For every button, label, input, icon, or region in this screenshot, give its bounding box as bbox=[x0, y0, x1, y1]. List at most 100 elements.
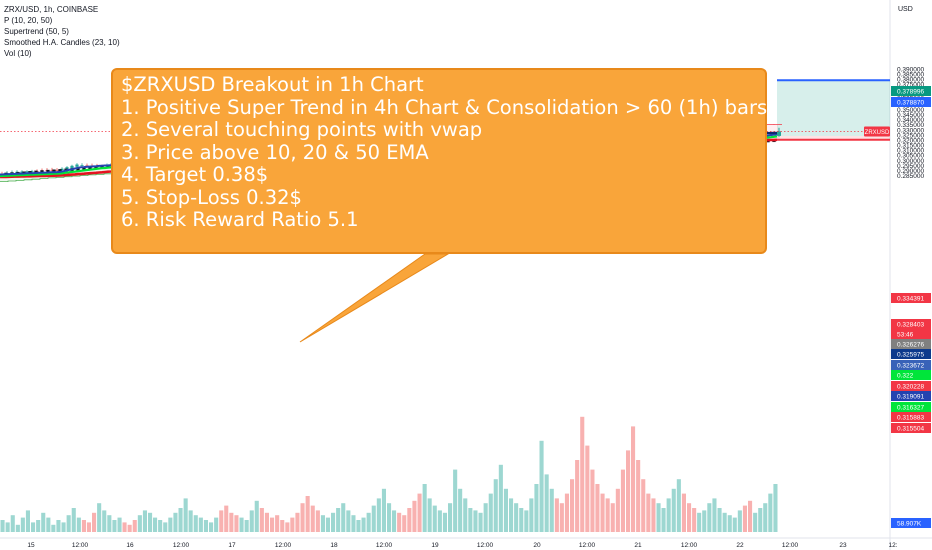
volume-bar bbox=[331, 512, 336, 532]
volume-bar bbox=[0, 520, 5, 532]
volume-bar bbox=[605, 498, 610, 532]
volume-bar bbox=[585, 445, 590, 532]
x-tick-label: 18 bbox=[330, 542, 338, 549]
volume-bar bbox=[5, 522, 10, 532]
volume-bar bbox=[20, 517, 25, 532]
candle-body bbox=[30, 171, 34, 172]
volume-bar bbox=[341, 503, 346, 532]
y-tick-label: 0.350000 bbox=[897, 107, 924, 114]
volume-bar bbox=[539, 440, 544, 532]
y-tick-label: 0.285000 bbox=[897, 173, 924, 180]
volume-bar bbox=[148, 512, 153, 532]
candle-body bbox=[50, 169, 54, 171]
price-label-bg bbox=[891, 360, 931, 370]
volume-bar bbox=[107, 515, 112, 532]
y-tick-label: 0.385000 bbox=[897, 72, 924, 79]
volume-bar bbox=[590, 469, 595, 532]
volume-bar bbox=[600, 493, 605, 532]
legend-indicator-ha-candles[interactable]: Smoothed H.A. Candles (23, 10) bbox=[4, 38, 120, 47]
x-tick-label: 20 bbox=[533, 542, 541, 549]
price-label-bg bbox=[891, 349, 931, 359]
volume-bar bbox=[183, 498, 188, 532]
price-label-text: 0.320228 bbox=[897, 384, 924, 391]
volume-bar bbox=[509, 498, 514, 532]
price-label-bg bbox=[891, 518, 931, 528]
volume-bar bbox=[234, 515, 239, 532]
x-tick-label: 12: bbox=[888, 542, 897, 549]
volume-bar bbox=[86, 522, 91, 532]
volume-bar bbox=[122, 522, 127, 532]
y-tick-label: 0.390000 bbox=[897, 66, 924, 73]
volume-bar bbox=[488, 493, 493, 532]
price-label-text: 58.907K bbox=[897, 521, 922, 528]
volume-bar bbox=[651, 498, 656, 532]
callout-line-1: 1. Positive Super Trend in 4h Chart & Co… bbox=[121, 95, 768, 119]
legend-indicator-supertrend[interactable]: Supertrend (50, 5) bbox=[4, 27, 69, 36]
currency-label: USD bbox=[898, 6, 913, 13]
volume-bar bbox=[25, 510, 30, 532]
volume-bar bbox=[503, 488, 508, 532]
volume-bar bbox=[422, 484, 427, 532]
volume-bar bbox=[417, 493, 422, 532]
volume-bar bbox=[559, 503, 564, 532]
volume-bar bbox=[722, 512, 727, 532]
volume-bar bbox=[687, 503, 692, 532]
callout-line-3: 3. Price above 10, 20 & 50 EMA bbox=[121, 140, 429, 164]
volume-bar bbox=[442, 512, 447, 532]
x-tick-label: 12:00 bbox=[376, 542, 393, 549]
volume-bar bbox=[387, 503, 392, 532]
volume-bar bbox=[270, 517, 275, 532]
x-tick-label: 19 bbox=[431, 542, 439, 549]
legend-symbol[interactable]: ZRX/USD, 1h, COINBASE bbox=[4, 5, 99, 14]
price-label-text: 0.328403 bbox=[897, 322, 924, 329]
volume-bar bbox=[453, 469, 458, 532]
x-tick-label: 12:00 bbox=[782, 542, 799, 549]
volume-bar bbox=[36, 520, 41, 532]
x-tick-label: 15 bbox=[27, 542, 35, 549]
legend-indicator-volume[interactable]: Vol (10) bbox=[4, 49, 32, 58]
price-label-bg bbox=[891, 319, 931, 329]
volume-bar bbox=[371, 505, 376, 532]
y-tick-label: 0.335000 bbox=[897, 122, 924, 129]
candle-body bbox=[60, 168, 64, 170]
volume-bar bbox=[290, 517, 295, 532]
volume-bar bbox=[41, 512, 46, 532]
volume-bar bbox=[188, 510, 193, 532]
volume-bar bbox=[356, 520, 361, 532]
volume-bar bbox=[758, 508, 763, 532]
y-tick-label: 0.305000 bbox=[897, 153, 924, 160]
volume-bar bbox=[285, 522, 290, 532]
volume-bar bbox=[112, 520, 117, 532]
y-tick-label: 0.290000 bbox=[897, 168, 924, 175]
volume-bar bbox=[310, 505, 315, 532]
price-label-text: 0.319091 bbox=[897, 394, 924, 401]
price-label-text: 53:46 bbox=[897, 332, 914, 339]
y-tick-label: 0.375000 bbox=[897, 82, 924, 89]
volume-bar bbox=[193, 515, 198, 532]
x-tick-label: 21 bbox=[634, 542, 642, 549]
volume-bar bbox=[361, 517, 366, 532]
price-label-text: 0.326276 bbox=[897, 342, 924, 349]
x-tick-label: 17 bbox=[228, 542, 236, 549]
x-tick-label: 12:00 bbox=[579, 542, 596, 549]
volume-bar bbox=[127, 524, 132, 532]
volume-bar bbox=[615, 488, 620, 532]
volume-bar bbox=[402, 515, 407, 532]
price-label-bg bbox=[891, 339, 931, 349]
volume-bar bbox=[483, 503, 488, 532]
price-label-text: 0.378870 bbox=[897, 100, 924, 107]
volume-bar bbox=[412, 500, 417, 532]
price-label-bg bbox=[891, 329, 931, 339]
volume-bar bbox=[473, 510, 478, 532]
candle-body bbox=[70, 165, 74, 169]
volume-bar bbox=[244, 520, 249, 532]
legend-indicator-ema[interactable]: P (10, 20, 50) bbox=[4, 16, 53, 25]
volume-bar bbox=[524, 510, 529, 532]
volume-bar bbox=[336, 508, 341, 532]
candle-body bbox=[55, 169, 59, 171]
volume-bar bbox=[392, 510, 397, 532]
price-label-bg bbox=[891, 86, 931, 96]
volume-bar bbox=[376, 498, 381, 532]
volume-bar bbox=[102, 510, 107, 532]
callout-annotation[interactable]: $ZRXUSD Breakout in 1h Chart 1. Positive… bbox=[111, 68, 767, 254]
